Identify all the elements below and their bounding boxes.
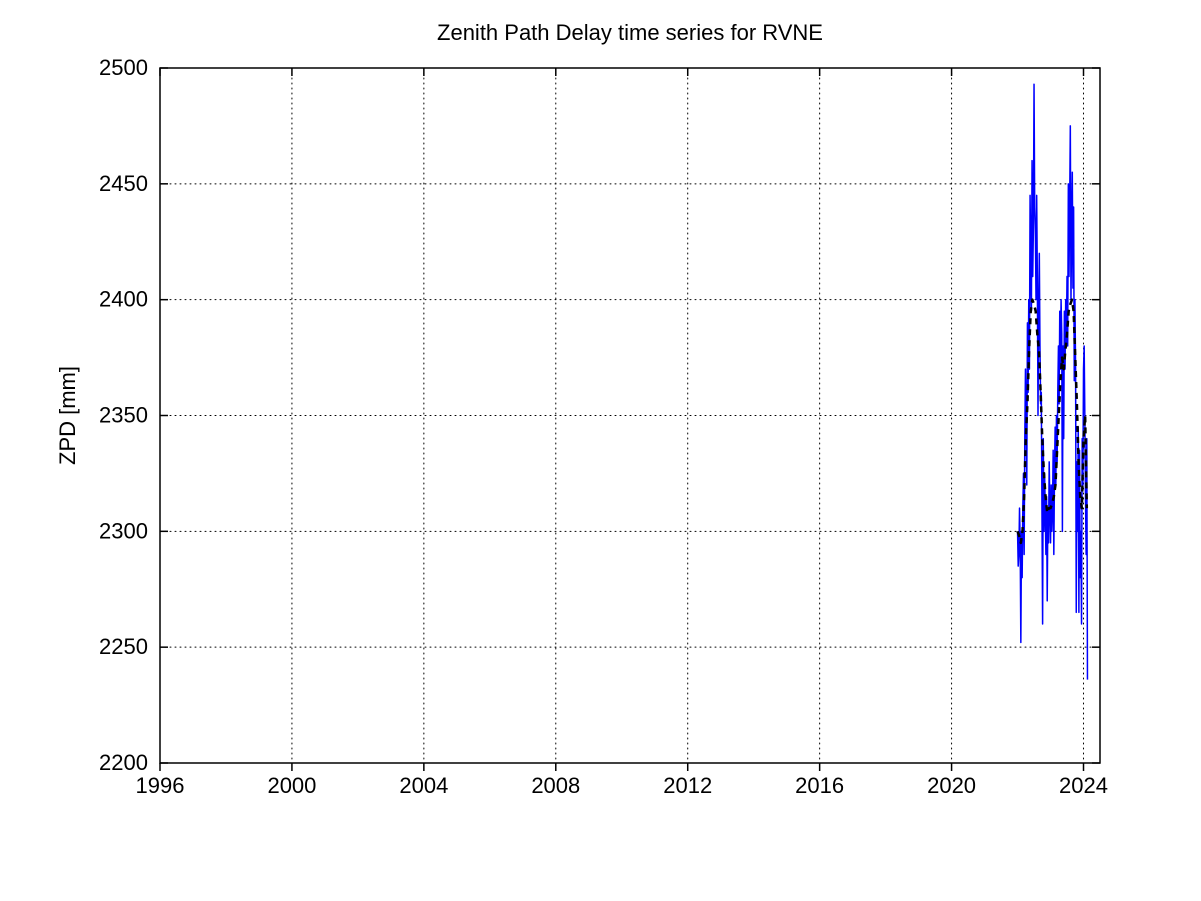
y-tick-label: 2250 <box>99 634 148 659</box>
x-tick-label: 2000 <box>267 773 316 798</box>
y-axis-label: ZPD [mm] <box>55 366 80 465</box>
y-tick-label: 2300 <box>99 518 148 543</box>
x-tick-label: 1996 <box>136 773 185 798</box>
x-tick-label: 2004 <box>399 773 448 798</box>
x-tick-label: 2008 <box>531 773 580 798</box>
chart-title: Zenith Path Delay time series for RVNE <box>437 20 823 45</box>
x-tick-label: 2012 <box>663 773 712 798</box>
y-tick-label: 2350 <box>99 403 148 428</box>
y-tick-label: 2400 <box>99 287 148 312</box>
y-tick-label: 2500 <box>99 55 148 80</box>
y-tick-label: 2450 <box>99 171 148 196</box>
y-tick-label: 2200 <box>99 750 148 775</box>
zpd-chart: 1996 2000 2004 2008 2012 2016 2020 2024 2200 2250… <box>0 0 1201 901</box>
x-tick-label: 2016 <box>795 773 844 798</box>
x-tick-label: 2024 <box>1059 773 1108 798</box>
chart-container: 1996 2000 2004 2008 2012 2016 2020 2024 2200 2250… <box>0 0 1201 901</box>
x-tick-label: 2020 <box>927 773 976 798</box>
